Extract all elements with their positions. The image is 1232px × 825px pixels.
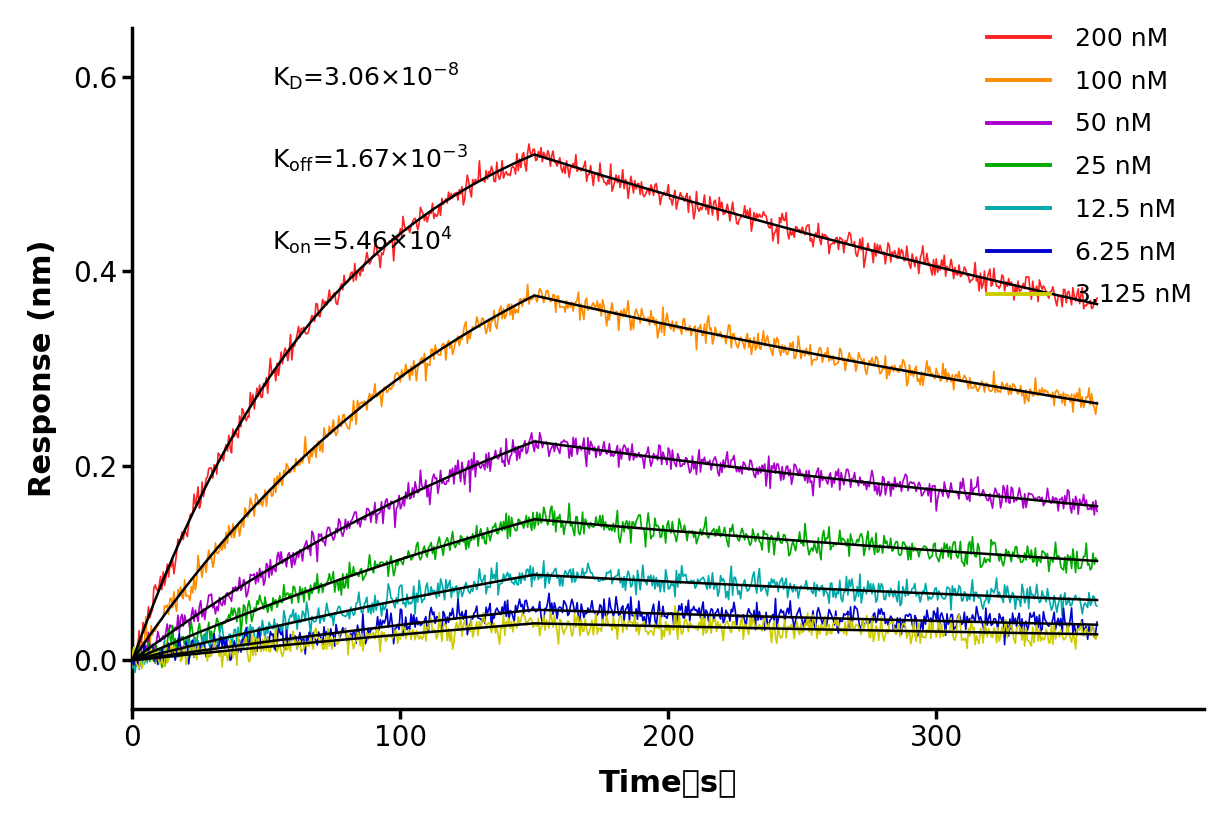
100 nM xyxy=(338,418,352,428)
25 nM xyxy=(379,556,394,566)
6.25 nM xyxy=(338,624,352,634)
3.125 nM xyxy=(668,601,683,610)
12.5 nM xyxy=(1004,592,1019,601)
Line: 6.25 nM: 6.25 nM xyxy=(132,593,1096,669)
Text: K$_\mathrm{D}$=3.06×10$^{-8}$: K$_\mathrm{D}$=3.06×10$^{-8}$ xyxy=(272,62,458,93)
100 nM xyxy=(128,659,143,669)
25 nM xyxy=(127,662,142,672)
100 nM xyxy=(696,331,711,341)
12.5 nM xyxy=(128,667,143,677)
Text: K$_\mathrm{off}$=1.67×10$^{-3}$: K$_\mathrm{off}$=1.67×10$^{-3}$ xyxy=(272,144,468,175)
50 nM xyxy=(1089,507,1104,516)
Line: 200 nM: 200 nM xyxy=(132,144,1096,667)
50 nM xyxy=(790,465,804,475)
50 nM xyxy=(378,496,393,506)
100 nM xyxy=(791,331,806,341)
25 nM xyxy=(1089,556,1104,566)
12.5 nM xyxy=(338,611,352,621)
50 nM xyxy=(1003,498,1018,508)
3.125 nM xyxy=(379,634,394,644)
6.25 nM xyxy=(124,656,139,666)
6.25 nM xyxy=(132,664,147,674)
25 nM xyxy=(791,536,806,546)
100 nM xyxy=(1004,389,1019,399)
3.125 nM xyxy=(1004,620,1019,629)
100 nM xyxy=(520,280,535,290)
25 nM xyxy=(338,581,352,591)
6.25 nM xyxy=(1089,617,1104,627)
50 nM xyxy=(124,659,139,669)
200 nM xyxy=(601,175,616,185)
6.25 nM xyxy=(791,606,806,616)
200 nM xyxy=(695,205,710,214)
6.25 nM xyxy=(542,588,557,598)
25 nM xyxy=(602,526,617,535)
200 nM xyxy=(378,238,393,248)
Line: 50 nM: 50 nM xyxy=(132,432,1096,664)
200 nM xyxy=(521,139,536,149)
12.5 nM xyxy=(124,662,139,672)
3.125 nM xyxy=(338,625,352,634)
200 nM xyxy=(124,662,139,672)
100 nM xyxy=(602,315,617,325)
3.125 nM xyxy=(601,618,616,628)
Line: 3.125 nM: 3.125 nM xyxy=(132,606,1096,668)
6.25 nM xyxy=(602,593,617,603)
Text: K$_\mathrm{on}$=5.46×10$^{4}$: K$_\mathrm{on}$=5.46×10$^{4}$ xyxy=(272,225,452,257)
25 nM xyxy=(696,526,711,535)
200 nM xyxy=(790,223,804,233)
3.125 nM xyxy=(1089,630,1104,640)
200 nM xyxy=(1003,280,1018,290)
Line: 25 nM: 25 nM xyxy=(132,503,1096,667)
100 nM xyxy=(124,653,139,662)
25 nM xyxy=(562,498,577,508)
Line: 12.5 nM: 12.5 nM xyxy=(132,561,1096,672)
12.5 nM xyxy=(379,594,394,604)
50 nM xyxy=(601,447,616,457)
3.125 nM xyxy=(134,663,149,673)
3.125 nM xyxy=(696,630,711,640)
6.25 nM xyxy=(696,597,711,607)
Legend: 200 nM, 100 nM, 50 nM, 25 nM, 12.5 nM, 6.25 nM, 3.125 nM: 200 nM, 100 nM, 50 nM, 25 nM, 12.5 nM, 6… xyxy=(987,27,1191,308)
12.5 nM xyxy=(1089,601,1104,611)
X-axis label: Time（s）: Time（s） xyxy=(599,768,738,797)
100 nM xyxy=(379,388,394,398)
6.25 nM xyxy=(379,604,394,614)
25 nM xyxy=(1004,557,1019,567)
200 nM xyxy=(1089,293,1104,303)
12.5 nM xyxy=(602,567,617,577)
3.125 nM xyxy=(124,649,139,659)
6.25 nM xyxy=(1004,625,1019,634)
Y-axis label: Response (nm): Response (nm) xyxy=(28,240,57,497)
12.5 nM xyxy=(696,573,711,582)
100 nM xyxy=(1089,398,1104,408)
12.5 nM xyxy=(536,556,551,566)
50 nM xyxy=(532,427,547,437)
50 nM xyxy=(336,526,351,536)
50 nM xyxy=(695,455,710,464)
3.125 nM xyxy=(791,626,806,636)
Line: 100 nM: 100 nM xyxy=(132,285,1096,664)
200 nM xyxy=(336,271,351,281)
25 nM xyxy=(124,653,139,662)
12.5 nM xyxy=(791,593,806,603)
